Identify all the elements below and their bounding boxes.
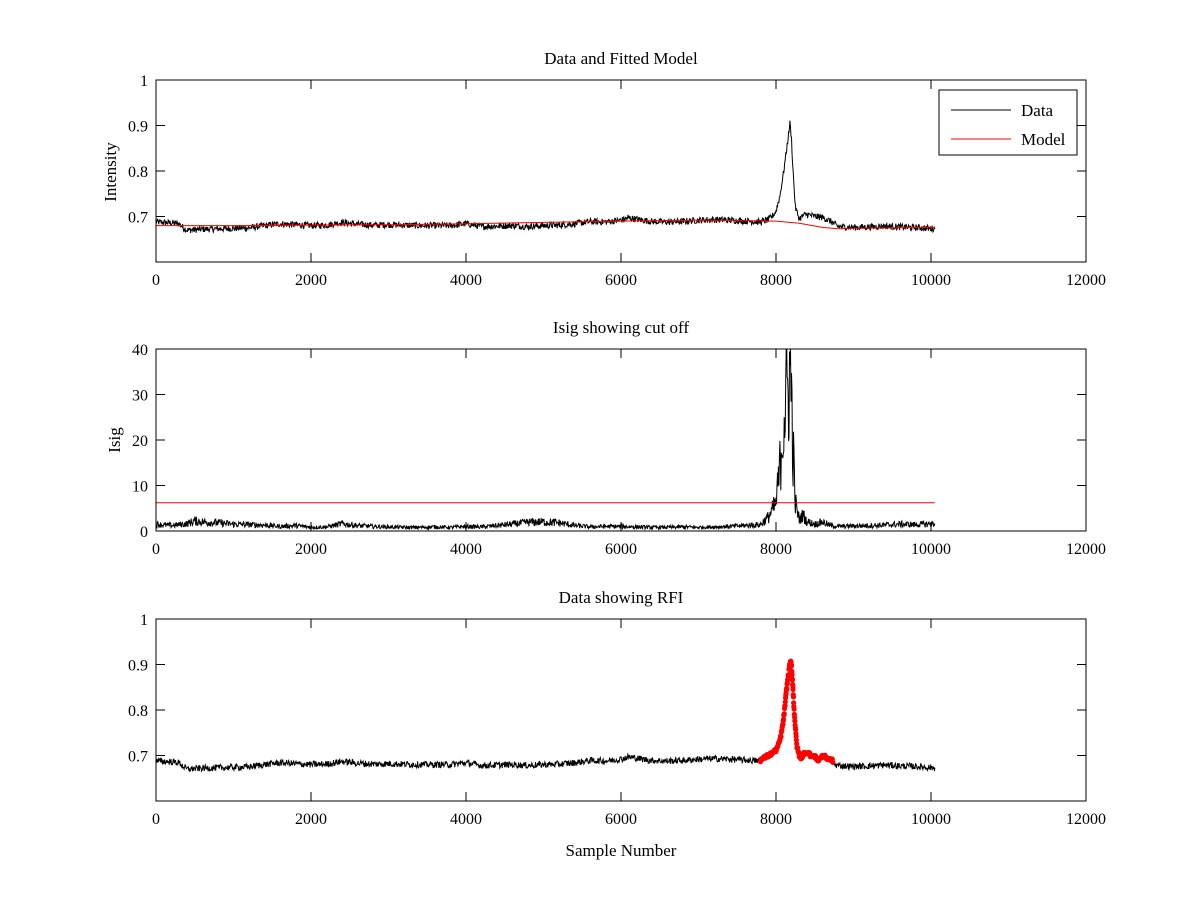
series-group: [156, 349, 936, 531]
x-tick-label: 10000: [911, 541, 951, 558]
legend-label: Model: [1021, 130, 1066, 149]
x-tick-label: 6000: [605, 811, 637, 828]
y-tick-label: 10: [132, 479, 148, 496]
series-line-series-1: [156, 349, 936, 531]
x-tick-label: 4000: [450, 811, 482, 828]
rfi-point: [789, 672, 795, 678]
rfi-point: [780, 716, 787, 722]
y-tick-label: 0.7: [128, 210, 148, 227]
subplot-data-showing-rfi: Data showing RFI Sample Number 0 2000 4000…: [128, 588, 1106, 860]
x-tick-label: 12000: [1066, 272, 1106, 289]
axes-frame: [155, 79, 1087, 263]
y-tick-label: 40: [132, 342, 148, 359]
rfi-point: [778, 734, 784, 740]
x-tick-label: 10000: [911, 811, 951, 828]
x-tick-label: 6000: [605, 541, 637, 558]
chart-title: Data showing RFI: [559, 588, 684, 607]
series-line-model: [156, 219, 935, 230]
y-tick-label: 1: [140, 73, 148, 90]
x-tick-label: 2000: [295, 272, 327, 289]
x-tick-label: 8000: [760, 272, 792, 289]
x-tick-label: 4000: [450, 272, 482, 289]
y-tick-label: 1: [140, 612, 148, 629]
rfi-point: [791, 706, 797, 712]
rfi-point: [794, 741, 800, 747]
x-tick-label: 6000: [605, 272, 637, 289]
y-tick-label: 30: [132, 388, 148, 405]
legend: Data Model: [938, 89, 1078, 156]
rfi-point: [781, 711, 787, 717]
x-tick-label: 2000: [295, 811, 327, 828]
rfi-point: [782, 699, 788, 705]
ticks: 0 2000 4000 6000 8000 10000 12000 0 10 20 30 40: [132, 342, 1106, 558]
x-tick-label: 10000: [911, 272, 951, 289]
y-tick-label: 0.9: [128, 119, 148, 136]
series-group: [156, 658, 936, 773]
rfi-point: [790, 694, 797, 700]
y-tick-label: 0.7: [128, 749, 148, 766]
series-line-series-1: [156, 752, 761, 773]
chart-title: Data and Fitted Model: [544, 49, 698, 68]
y-tick-label: 0: [140, 524, 148, 541]
legend-label: Data: [1021, 101, 1054, 120]
rfi-point: [793, 737, 800, 743]
x-tick-label: 12000: [1066, 811, 1106, 828]
ticks: 0 2000 4000 6000 8000 10000 12000 0.7 0.8 0.9 1: [128, 612, 1106, 828]
rfi-point: [792, 718, 798, 724]
x-axis-label: Sample Number: [566, 841, 677, 860]
series-line-series-2: [833, 761, 936, 772]
rfi-point: [788, 663, 795, 669]
rfi-point: [791, 700, 797, 706]
y-tick-label: 0.8: [128, 164, 148, 181]
ticks: 0 2000 4000 6000 8000 10000 12000 0.7 0.8 0.9 1: [128, 73, 1106, 289]
legend-box: [938, 89, 1078, 156]
x-tick-label: 4000: [450, 541, 482, 558]
y-tick-label: 20: [132, 433, 148, 450]
subplot-data-and-fitted-model: Data and Fitted Model Intensity 0 2000 400…: [101, 49, 1106, 289]
series-group: [156, 120, 936, 235]
axes-frame: [155, 348, 1087, 532]
x-tick-label: 12000: [1066, 541, 1106, 558]
subplot-isig-showing-cut-off: Isig showing cut off Isig 0 2000 4000 6000 8…: [105, 318, 1106, 558]
x-tick-label: 8000: [760, 541, 792, 558]
y-tick-label: 0.8: [128, 703, 148, 720]
x-tick-label: 0: [152, 811, 160, 828]
y-axis-label: Isig: [105, 427, 124, 453]
series-rfi-markers: [757, 658, 836, 765]
x-tick-label: 2000: [295, 541, 327, 558]
x-tick-label: 8000: [760, 811, 792, 828]
rfi-point: [784, 686, 790, 692]
y-tick-label: 0.9: [128, 658, 148, 675]
x-tick-label: 0: [152, 541, 160, 558]
axes-frame: [155, 618, 1087, 802]
y-axis-label: Intensity: [101, 142, 120, 202]
rfi-point: [789, 677, 796, 683]
rfi-point: [793, 733, 799, 739]
rfi-point: [830, 759, 836, 765]
rfi-point: [782, 703, 788, 709]
series-line-data: [156, 120, 936, 235]
x-tick-label: 0: [152, 272, 160, 289]
chart-title: Isig showing cut off: [553, 318, 689, 337]
rfi-point: [793, 726, 799, 733]
rfi-point: [790, 686, 796, 693]
